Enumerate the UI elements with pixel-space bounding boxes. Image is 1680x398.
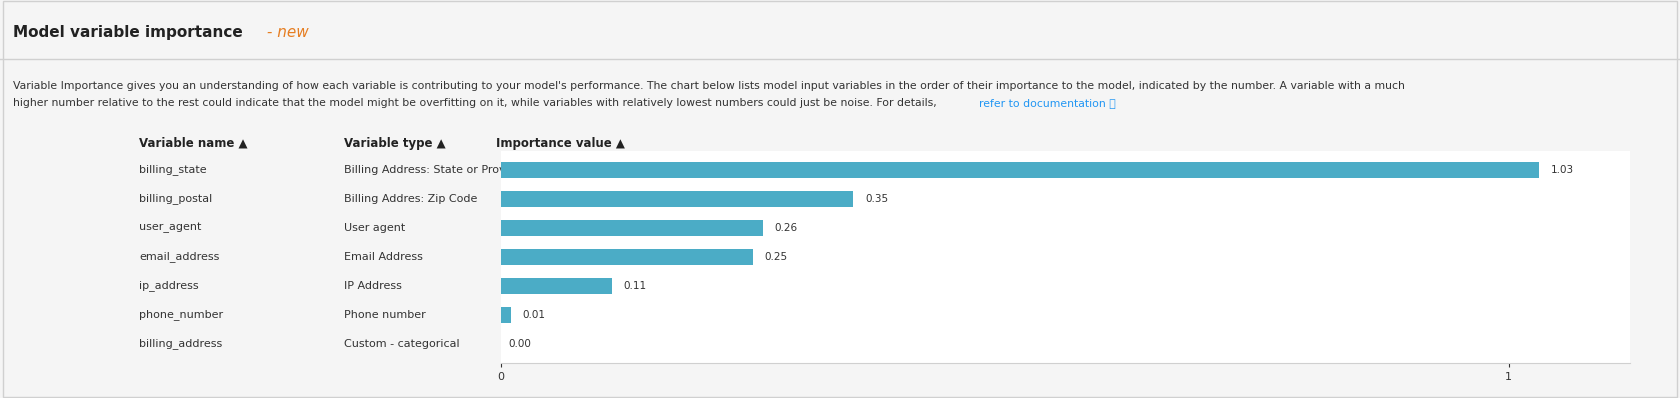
Text: 0.26: 0.26	[774, 223, 798, 233]
Text: phone_number: phone_number	[139, 309, 223, 320]
Text: 0.00: 0.00	[509, 339, 531, 349]
Text: billing_address: billing_address	[139, 338, 223, 349]
Text: Variable Importance gives you an understanding of how each variable is contribut: Variable Importance gives you an underst…	[13, 81, 1404, 91]
Bar	[501, 278, 612, 294]
Text: email_address: email_address	[139, 251, 220, 262]
Text: User agent: User agent	[344, 223, 405, 233]
Text: - new: - new	[262, 25, 309, 40]
Text: refer to documentation ⧉: refer to documentation ⧉	[979, 98, 1116, 108]
Bar	[501, 162, 1539, 178]
Text: billing_postal: billing_postal	[139, 193, 213, 204]
Text: 1.03: 1.03	[1551, 165, 1574, 175]
Text: Billing Addres: Zip Code: Billing Addres: Zip Code	[344, 194, 477, 204]
Bar	[501, 191, 853, 207]
Text: billing_state: billing_state	[139, 164, 207, 175]
Text: Model variable importance: Model variable importance	[13, 25, 244, 40]
Text: Variable name ▲: Variable name ▲	[139, 137, 249, 150]
Text: Email Address: Email Address	[344, 252, 423, 262]
Text: ip_address: ip_address	[139, 280, 198, 291]
Text: IP Address: IP Address	[344, 281, 402, 291]
Text: 0.35: 0.35	[865, 194, 889, 204]
Text: Custom - categorical: Custom - categorical	[344, 339, 460, 349]
Text: Phone number: Phone number	[344, 310, 427, 320]
Text: user_agent: user_agent	[139, 222, 202, 233]
Bar	[501, 249, 753, 265]
Text: 0.25: 0.25	[764, 252, 788, 262]
Text: 0.11: 0.11	[623, 281, 647, 291]
Text: 0.01: 0.01	[522, 310, 546, 320]
Bar	[501, 307, 511, 323]
Text: Billing Address: State or Province: Billing Address: State or Province	[344, 165, 529, 175]
Text: higher number relative to the rest could indicate that the model might be overfi: higher number relative to the rest could…	[13, 98, 941, 108]
Text: Variable type ▲: Variable type ▲	[344, 137, 445, 150]
Bar	[501, 220, 763, 236]
Text: Importance value ▲: Importance value ▲	[496, 137, 625, 150]
